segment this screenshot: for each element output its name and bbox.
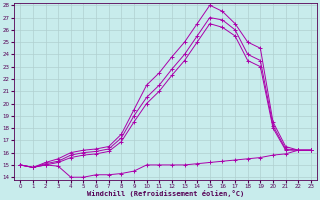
X-axis label: Windchill (Refroidissement éolien,°C): Windchill (Refroidissement éolien,°C) bbox=[87, 190, 244, 197]
